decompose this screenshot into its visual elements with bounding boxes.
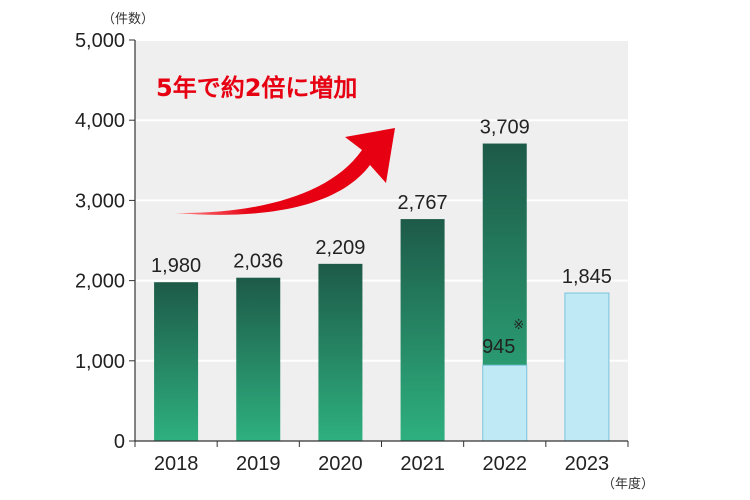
bar-2018 xyxy=(154,282,199,441)
bar-segment-2022 xyxy=(482,364,528,442)
y-tick-3000: 3,000 xyxy=(75,190,125,212)
bar-2019 xyxy=(236,277,281,441)
value-labels: 1,980 2,036 2,209 2,767 945 ※ 3,709 1,845 xyxy=(151,117,612,359)
x-tick-2021: 2021 xyxy=(400,453,445,475)
gridlines xyxy=(135,39,628,362)
growth-arrow xyxy=(175,128,395,215)
x-tick-2022: 2022 xyxy=(483,453,528,475)
segment-note-mark: ※ xyxy=(513,318,524,333)
y-tick-4000: 4,000 xyxy=(75,110,125,132)
x-tick-2023: 2023 xyxy=(565,453,610,475)
value-label-2018: 1,980 xyxy=(151,255,201,277)
bar-2020 xyxy=(318,263,363,441)
x-tick-2018: 2018 xyxy=(154,453,199,475)
y-tick-2000: 2,000 xyxy=(75,271,125,293)
segment-value-label: 945 xyxy=(482,336,515,358)
x-unit-label: （年度） xyxy=(602,476,654,492)
y-unit-label: （件数） xyxy=(102,12,154,27)
bars xyxy=(154,143,610,442)
bar-2021 xyxy=(400,219,445,441)
value-label-2020: 2,209 xyxy=(315,237,365,259)
x-tick-labels: 2018 2019 2020 2021 2022 2023 xyxy=(154,453,609,475)
value-label-2019: 2,036 xyxy=(233,251,283,273)
x-tick-2019: 2019 xyxy=(236,453,281,475)
value-label-2023: 1,845 xyxy=(562,266,612,288)
y-tick-1000: 1,000 xyxy=(75,351,125,373)
y-tick-0: 0 xyxy=(114,431,125,453)
axes xyxy=(129,39,629,447)
y-tick-labels: 0 1,000 2,000 3,000 4,000 5,000 xyxy=(75,30,125,453)
bar-2023 xyxy=(564,292,610,442)
value-label-2021: 2,767 xyxy=(398,192,448,214)
y-tick-5000: 5,000 xyxy=(75,30,125,52)
growth-annotation: 5年で約2倍に増加 xyxy=(156,74,357,102)
plot-background xyxy=(135,40,628,441)
value-label-2022: 3,709 xyxy=(480,117,530,139)
x-tick-2020: 2020 xyxy=(318,453,363,475)
